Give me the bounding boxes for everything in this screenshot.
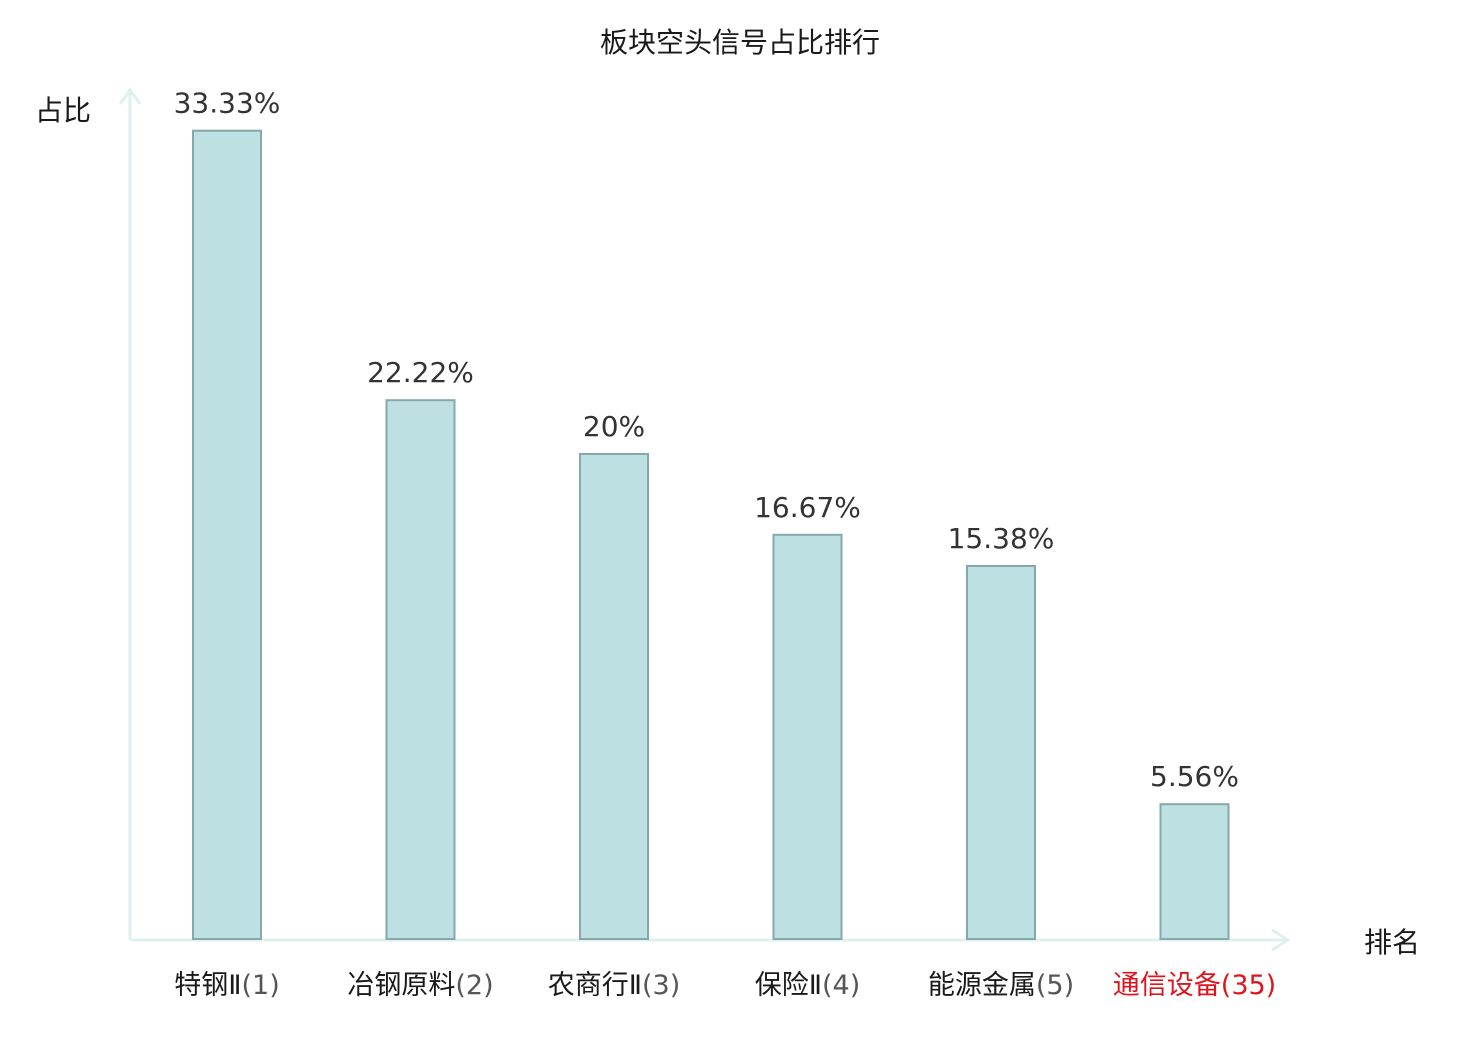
bar-group [192, 129, 1230, 941]
x-axis-arrow [1271, 928, 1291, 952]
bar-value-label: 33.33% [174, 87, 281, 120]
x-tick-category-name: 通信设备 [1113, 970, 1221, 1001]
bar-value-label: 22.22% [367, 356, 474, 389]
x-tick-rank: (2) [455, 970, 493, 1001]
x-tick-category-name: 农商行Ⅱ [548, 970, 642, 1001]
bar [966, 565, 1036, 940]
x-tick-category-name: 冶钢原料 [347, 970, 455, 1001]
y-axis [118, 87, 142, 940]
x-tick-label: 保险Ⅱ(4) [755, 970, 861, 1001]
x-tick-label: 能源金属(5) [928, 970, 1074, 1001]
x-tick-label: 冶钢原料(2) [347, 970, 493, 1001]
x-tick-category-name: 能源金属 [928, 970, 1036, 1001]
x-tick-rank: (4) [822, 970, 860, 1001]
x-tick-rank: (35) [1221, 970, 1276, 1001]
bar-value-label: 5.56% [1150, 760, 1239, 793]
x-axis-title: 排名 [1364, 926, 1420, 959]
bar-value-label: 20% [583, 410, 645, 443]
x-tick-rank: (3) [642, 970, 680, 1001]
x-tick-category-name: 特钢Ⅱ [174, 970, 241, 1001]
bar [579, 453, 649, 940]
bar-value-label: 16.67% [754, 491, 861, 524]
chart-title: 板块空头信号占比排行 [600, 26, 880, 59]
x-tick-label: 通信设备(35) [1113, 970, 1276, 1001]
bar-value-label: 15.38% [948, 522, 1055, 555]
x-tick-rank: (1) [242, 970, 280, 1001]
value-label-group: 33.33% 22.22% 20% 16.67% 15.38% 5.56% [174, 87, 1239, 794]
y-axis-title: 占比 [35, 94, 91, 127]
x-tick-label-group: 特钢Ⅱ(1) 冶钢原料(2) 农商行Ⅱ(3) 保险Ⅱ(4) 能源金属(5) 通信设备(35… [174, 970, 1276, 1001]
x-axis [130, 928, 1291, 952]
bar [385, 399, 456, 940]
x-tick-rank: (5) [1036, 970, 1074, 1001]
y-axis-arrow [118, 87, 142, 105]
bar [772, 533, 843, 940]
x-tick-label: 特钢Ⅱ(1) [174, 970, 280, 1001]
x-tick-category-name: 保险Ⅱ [755, 970, 822, 1001]
bar [1159, 803, 1230, 941]
x-tick-label: 农商行Ⅱ(3) [548, 970, 681, 1001]
bar [192, 129, 262, 940]
